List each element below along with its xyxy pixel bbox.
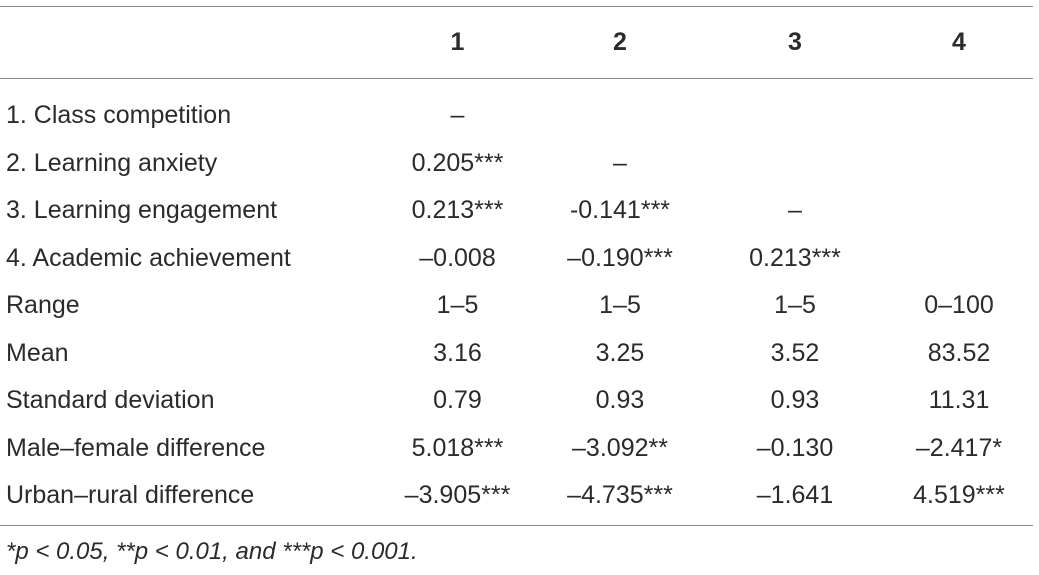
table-cell: –0.008 — [419, 243, 496, 272]
row-label: 4. Academic achievement — [6, 243, 291, 272]
table-cell — [885, 140, 1033, 188]
table-cell: 0.93 — [595, 386, 645, 415]
row-label: 1. Class competition — [6, 101, 232, 130]
table-row: Urban–rural difference –3.905*** –4.735*… — [0, 472, 1033, 520]
table-row: Male–female difference 5.018*** –3.092**… — [0, 425, 1033, 473]
table-cell: 83.52 — [927, 338, 991, 367]
table-cell: – — [450, 101, 465, 130]
table-cell: 0.213*** — [411, 196, 504, 225]
table-row: 2. Learning anxiety 0.205*** – — [0, 140, 1033, 188]
table-cell: 11.31 — [928, 386, 990, 415]
table-footnote: *p < 0.05, **p < 0.01, and ***p < 0.001. — [6, 538, 418, 565]
table-cell — [705, 78, 885, 140]
header-cell-2: 2 — [613, 27, 627, 56]
table-cell: 0.213*** — [749, 243, 841, 272]
table-row: 1. Class competition – — [0, 78, 1033, 140]
table-cell: 3.52 — [770, 338, 820, 367]
table-cell: 0.79 — [433, 386, 482, 415]
table-row: Range 1–5 1–5 1–5 0–100 — [0, 282, 1033, 330]
table-cell: 0.93 — [770, 386, 820, 415]
table-cell — [535, 78, 705, 140]
table-top-rule — [0, 6, 1033, 7]
table-cell: –3.905*** — [404, 481, 511, 510]
table-cell: –2.417* — [915, 433, 1003, 462]
table-cell: –3.092** — [572, 433, 668, 462]
row-label: Male–female difference — [6, 433, 266, 462]
row-label: Mean — [6, 338, 69, 367]
table-cell — [705, 140, 885, 188]
table-cell: 1–5 — [774, 291, 816, 320]
table-row: Standard deviation 0.79 0.93 0.93 11.31 — [0, 377, 1033, 425]
table-cell — [885, 187, 1033, 235]
row-label: 3. Learning engagement — [6, 196, 278, 225]
table-cell — [885, 235, 1033, 283]
table-cell: 1–5 — [599, 291, 641, 320]
table-row: 3. Learning engagement 0.213*** -0.141**… — [0, 187, 1033, 235]
table-cell: 1–5 — [436, 291, 479, 320]
table-cell: – — [788, 196, 802, 225]
row-label: Standard deviation — [6, 386, 215, 415]
table-bottom-rule — [0, 525, 1033, 526]
header-cell-3: 3 — [788, 27, 802, 56]
table-cell: 5.018*** — [411, 433, 504, 462]
table-row: Mean 3.16 3.25 3.52 83.52 — [0, 330, 1033, 378]
table-header-row: 1 2 3 4 — [0, 0, 1033, 78]
table-cell: -0.141*** — [569, 196, 671, 225]
table-cell: 0–100 — [924, 291, 994, 320]
row-label: Urban–rural difference — [6, 481, 255, 510]
table-cell: –4.735*** — [567, 481, 673, 510]
row-label: 2. Learning anxiety — [6, 148, 218, 177]
table-cell: – — [613, 148, 627, 177]
table-cell: –0.190*** — [567, 243, 673, 272]
row-label: Range — [6, 291, 80, 320]
table-row: 4. Academic achievement –0.008 –0.190***… — [0, 235, 1033, 283]
table-cell: –1.641 — [756, 481, 834, 510]
header-cell-variable — [0, 0, 380, 78]
table-cell: 3.25 — [595, 338, 645, 367]
correlation-table: 1 2 3 4 1. Class competition – 2. Learni… — [0, 0, 1033, 520]
table-cell — [885, 78, 1033, 140]
table-cell: 4.519*** — [913, 481, 1005, 510]
table-header-rule — [0, 78, 1033, 79]
table-cell: 3.16 — [433, 338, 482, 367]
table-cell: –0.130 — [756, 433, 834, 462]
header-cell-4: 4 — [952, 27, 966, 56]
header-cell-1: 1 — [450, 27, 465, 56]
table-cell: 0.205*** — [411, 148, 504, 177]
